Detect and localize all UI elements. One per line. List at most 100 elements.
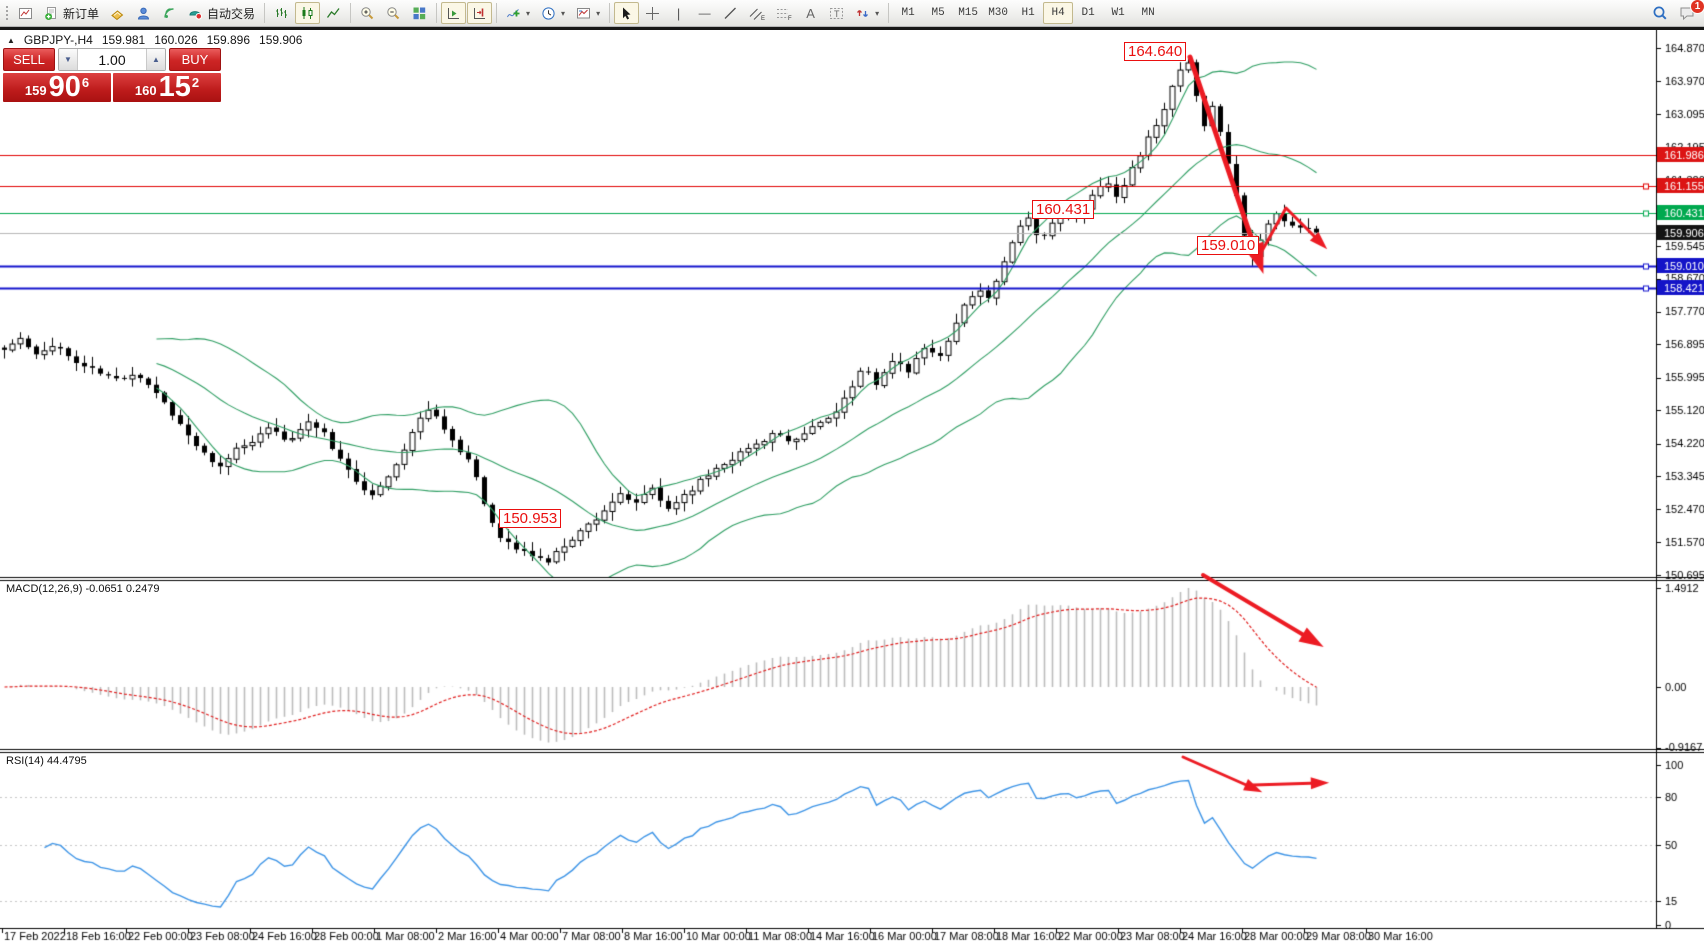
sell-price-button[interactable]: 159 90 6 — [3, 73, 111, 102]
market-icon — [110, 6, 125, 21]
bar-low: 159.896 — [206, 33, 251, 47]
dropdown-caret-icon: ▾ — [526, 8, 531, 18]
periods-button[interactable]: ▾ — [536, 2, 570, 24]
new-order-button[interactable]: 新订单 — [39, 2, 104, 24]
new-chart-button[interactable] — [13, 2, 38, 24]
symbol-name: GBPJPY-,H4 — [23, 33, 93, 47]
templates-button[interactable]: ▾ — [571, 2, 605, 24]
bar-chart-button[interactable] — [269, 2, 294, 24]
vertical-line-icon: | — [676, 5, 681, 21]
toolbar-grip — [5, 5, 10, 21]
sell-price-sup: 6 — [81, 75, 90, 90]
auto-scroll-icon — [446, 6, 461, 21]
community-person-icon — [136, 6, 151, 21]
autotrading-icon — [188, 6, 203, 21]
timeframe-button-M5[interactable]: M5 — [923, 2, 953, 24]
price-annotation-box: 160.431 — [1032, 200, 1095, 219]
svg-text:T: T — [834, 9, 840, 19]
separator — [436, 3, 438, 23]
text-button[interactable]: A — [798, 2, 823, 24]
tile-windows-icon — [412, 6, 427, 21]
price-annotation-box: 159.010 — [1197, 236, 1260, 255]
signals-icon — [162, 6, 177, 21]
separator — [496, 3, 498, 23]
bar-chart-icon — [274, 6, 289, 21]
tile-windows-button[interactable] — [407, 2, 432, 24]
arrows-shapes-icon — [855, 6, 870, 21]
bar-high: 160.026 — [154, 33, 198, 47]
volume-input[interactable] — [78, 49, 146, 70]
timeframe-button-M30[interactable]: M30 — [983, 2, 1013, 24]
crosshair-button[interactable] — [640, 2, 665, 24]
zoom-out-button[interactable] — [381, 2, 406, 24]
crosshair-icon — [645, 6, 660, 21]
chart-shift-button[interactable] — [467, 2, 493, 24]
horizontal-line-button[interactable]: — — [692, 2, 717, 24]
chat-notification-badge: 1 — [1690, 0, 1704, 14]
separator — [609, 3, 611, 23]
buy-price-button[interactable]: 160 15 2 — [113, 73, 221, 102]
symbol-info-bar[interactable]: ▲ GBPJPY-,H4 159.981 160.026 159.896 159… — [7, 33, 302, 47]
separator — [264, 3, 266, 23]
search-button[interactable] — [1647, 2, 1673, 24]
svg-text:F: F — [788, 16, 792, 21]
toolbar: 新订单 自动交易 ▾ ▾ — [0, 0, 1704, 27]
dropdown-caret-icon: ▾ — [596, 8, 601, 18]
arrows-shapes-button[interactable]: ▾ — [850, 2, 884, 24]
candlestick-chart-button[interactable] — [295, 2, 321, 24]
collapse-triangle-icon[interactable]: ▲ — [7, 35, 15, 45]
text-label-button[interactable]: T — [824, 2, 849, 24]
channel-button[interactable]: E — [744, 2, 770, 24]
autotrading-label: 自动交易 — [207, 6, 256, 21]
timeframe-button-M1[interactable]: M1 — [893, 2, 923, 24]
dropdown-caret-icon: ▾ — [561, 8, 566, 18]
zoom-in-button[interactable] — [355, 2, 380, 24]
bar-close: 159.906 — [259, 33, 303, 47]
separator — [350, 3, 352, 23]
market-button[interactable] — [105, 2, 130, 24]
indicators-button[interactable]: ▾ — [501, 2, 535, 24]
candlestick-chart-icon — [300, 6, 315, 21]
search-icon — [1652, 5, 1668, 21]
new-order-icon — [44, 6, 59, 21]
chart-canvas[interactable] — [0, 30, 1704, 943]
sell-button[interactable]: SELL — [3, 48, 55, 71]
zoom-out-icon — [386, 6, 401, 21]
chart-shift-icon — [472, 6, 487, 21]
line-chart-button[interactable] — [321, 2, 346, 24]
buy-button[interactable]: BUY — [169, 48, 221, 71]
new-chart-icon — [18, 6, 33, 21]
buy-price-main: 15 — [158, 71, 191, 103]
timeframe-button-H1[interactable]: H1 — [1013, 2, 1043, 24]
timeframe-button-W1[interactable]: W1 — [1103, 2, 1133, 24]
line-chart-icon — [326, 6, 341, 21]
auto-scroll-button[interactable] — [441, 2, 467, 24]
fibonacci-icon: F — [776, 6, 792, 21]
zoom-in-icon — [360, 6, 375, 21]
cursor-button[interactable] — [614, 2, 640, 24]
fibonacci-button[interactable]: F — [771, 2, 797, 24]
signals-button[interactable] — [157, 2, 182, 24]
trendline-icon — [723, 6, 738, 21]
indicators-icon — [506, 6, 521, 21]
volume-increase-button[interactable]: ▲ — [146, 49, 165, 70]
timeframe-button-M15[interactable]: M15 — [953, 2, 983, 24]
volume-decrease-button[interactable]: ▼ — [59, 49, 78, 70]
new-order-label: 新订单 — [63, 6, 100, 21]
price-annotation-box: 150.953 — [499, 509, 562, 528]
buy-price-sup: 2 — [191, 75, 200, 90]
buy-price-prefix: 160 — [134, 83, 157, 98]
volume-stepper: ▼ ▲ — [58, 48, 166, 71]
community-button[interactable] — [131, 2, 156, 24]
timeframe-button-D1[interactable]: D1 — [1073, 2, 1103, 24]
vertical-line-button[interactable]: | — [666, 2, 691, 24]
timeframe-button-H4[interactable]: H4 — [1043, 2, 1074, 24]
timeframe-group: M1 M5 M15 M30 H1 H4 D1 W1 MN — [893, 2, 1163, 24]
autotrading-button[interactable]: 自动交易 — [183, 2, 260, 24]
cursor-icon — [619, 6, 634, 21]
chat-button[interactable]: 1 — [1674, 0, 1704, 24]
svg-text:E: E — [761, 16, 765, 21]
timeframe-button-MN[interactable]: MN — [1133, 2, 1163, 24]
macd-indicator-label: MACD(12,26,9) -0.0651 0.2479 — [6, 583, 160, 595]
trendline-button[interactable] — [718, 2, 743, 24]
